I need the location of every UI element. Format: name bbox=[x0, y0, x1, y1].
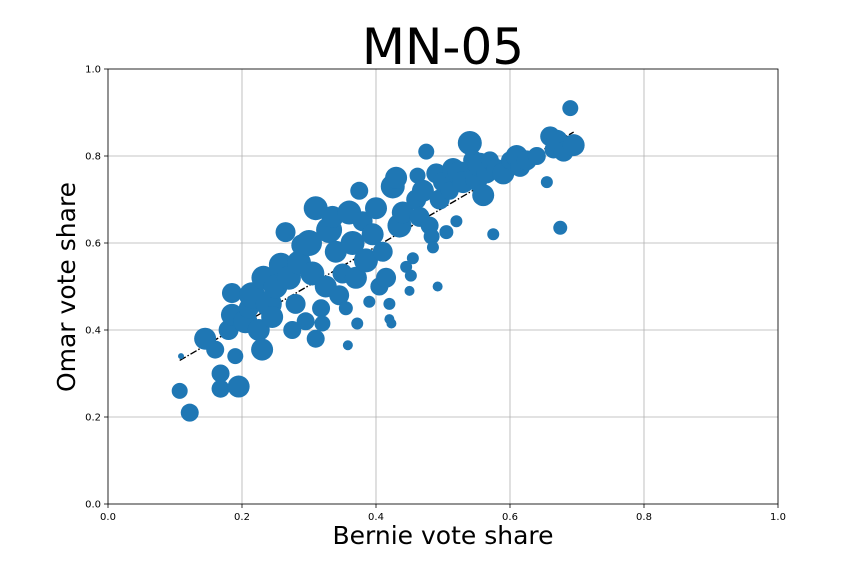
scatter-point bbox=[426, 241, 439, 254]
scatter-point bbox=[296, 312, 315, 331]
y-tick-label: 1.0 bbox=[85, 65, 101, 76]
scatter-point bbox=[404, 285, 415, 296]
y-tick-label: 0.2 bbox=[85, 413, 101, 424]
scatter-point bbox=[338, 301, 353, 316]
x-tick-label: 0.4 bbox=[368, 512, 384, 523]
scatter-point bbox=[562, 100, 579, 117]
scatter-point bbox=[353, 248, 378, 273]
scatter-point bbox=[350, 181, 369, 200]
scatter-point bbox=[457, 130, 482, 155]
scatter-point bbox=[386, 318, 397, 329]
scatter-point bbox=[171, 382, 188, 399]
scatter-point bbox=[227, 348, 244, 365]
x-axis-label: Bernie vote share bbox=[332, 521, 553, 550]
scatter-point bbox=[404, 269, 417, 282]
scatter-point bbox=[562, 134, 585, 157]
plot-frame bbox=[107, 68, 779, 505]
scatter-point bbox=[312, 299, 331, 318]
scatter-points bbox=[171, 100, 585, 422]
scatter-point bbox=[296, 230, 322, 256]
scatter-point bbox=[283, 321, 302, 339]
scatter-point bbox=[227, 375, 250, 398]
scatter-point bbox=[314, 315, 331, 332]
scatter-point bbox=[409, 167, 426, 184]
scatter-point bbox=[553, 220, 568, 235]
scatter-point bbox=[340, 231, 365, 255]
y-tick-label: 0.4 bbox=[85, 326, 101, 337]
gridlines bbox=[107, 68, 779, 505]
scatter-point bbox=[180, 403, 199, 422]
scatter-point bbox=[376, 267, 397, 288]
scatter-point bbox=[432, 281, 443, 292]
scatter-point bbox=[178, 353, 185, 360]
x-tick-label: 0.0 bbox=[100, 512, 116, 523]
scatter-point bbox=[418, 143, 435, 160]
x-tick-label: 1.0 bbox=[770, 512, 786, 523]
y-tick-label: 0.8 bbox=[85, 152, 101, 163]
scatter-point bbox=[342, 340, 353, 351]
y-tick-label: 0.0 bbox=[85, 500, 101, 511]
scatter-point bbox=[329, 285, 350, 306]
scatter-point bbox=[261, 305, 284, 328]
scatter-point bbox=[383, 297, 396, 310]
scatter-point bbox=[372, 241, 393, 262]
scatter-point bbox=[351, 317, 364, 330]
chart-title: MN-05 bbox=[362, 18, 524, 76]
x-tick-label: 0.8 bbox=[636, 512, 652, 523]
scatter-point bbox=[251, 338, 274, 361]
scatter-point bbox=[361, 223, 384, 246]
scatter-point bbox=[540, 176, 553, 189]
scatter-point bbox=[275, 222, 296, 243]
scatter-point bbox=[211, 379, 230, 398]
scatter-point bbox=[385, 166, 408, 189]
y-axis-label: Omar vote share bbox=[52, 182, 81, 392]
scatter-point bbox=[411, 179, 434, 202]
scatter-point bbox=[363, 295, 376, 308]
scatter-point bbox=[344, 266, 367, 289]
scatter-point bbox=[285, 293, 306, 314]
scatter-point bbox=[450, 215, 463, 228]
x-tick-label: 0.6 bbox=[502, 512, 518, 523]
x-tick-label: 0.2 bbox=[234, 512, 250, 523]
scatter-point bbox=[303, 196, 328, 221]
scatter-point bbox=[365, 197, 387, 220]
scatter-point bbox=[487, 228, 500, 241]
scatter-point bbox=[211, 364, 230, 383]
scatter-point bbox=[423, 228, 440, 245]
axis-ticks: 0.0 0.2 0.4 0.6 0.8 1.0 0.0 0.2 0.4 0.6 0.8 1.0 bbox=[85, 65, 786, 524]
scatter-point bbox=[391, 201, 414, 224]
scatter-point bbox=[439, 225, 454, 240]
scatter-point bbox=[306, 329, 325, 348]
scatter-point bbox=[527, 147, 546, 165]
scatter-point bbox=[206, 340, 225, 359]
scatter-point bbox=[221, 283, 242, 304]
y-tick-label: 0.6 bbox=[85, 239, 101, 250]
scatter-point bbox=[472, 184, 495, 207]
scatter-point bbox=[406, 252, 419, 265]
